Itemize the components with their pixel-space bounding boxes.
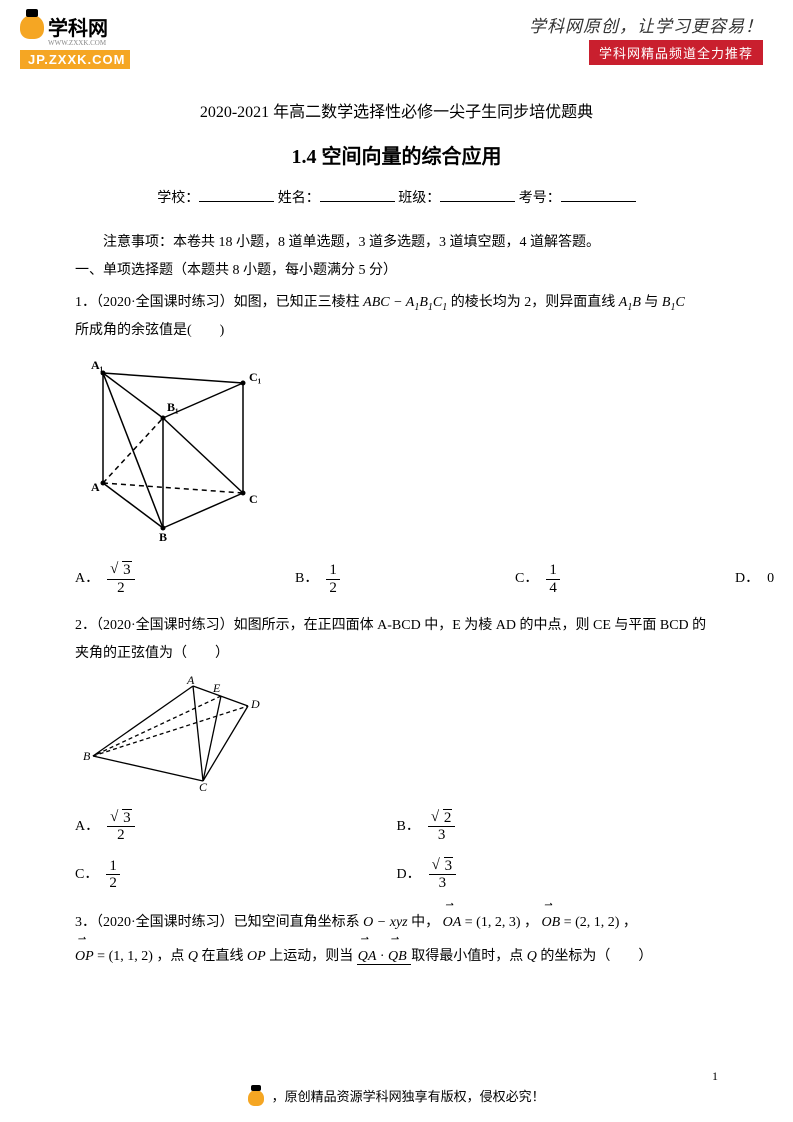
svg-text:A: A bbox=[91, 480, 100, 494]
vec-ob: OB bbox=[542, 906, 561, 940]
footer-text: ，原创精品资源学科网独享有版权，侵权必究！ bbox=[272, 1089, 545, 1104]
q2-opt-d: D． 33 bbox=[397, 858, 719, 892]
blank-examno bbox=[561, 186, 636, 202]
q1-mid2: 与 bbox=[644, 295, 662, 310]
doc-subtitle: 2020-2021 年高二数学选择性必修一尖子生同步培优题典 bbox=[75, 99, 718, 126]
question-1: 1．（2020·全国课时练习）如图，已知正三棱柱 ABC − A1B1C1 的棱… bbox=[75, 289, 718, 346]
vec-op: OP bbox=[75, 940, 94, 974]
owl-icon bbox=[20, 15, 44, 39]
svg-text:A: A bbox=[186, 676, 195, 687]
page-content: 2020-2021 年高二数学选择性必修一尖子生同步培优题典 1.4 空间向量的… bbox=[0, 69, 793, 973]
q2-figure: A B C D E bbox=[83, 676, 718, 800]
vec-qa: QA bbox=[358, 940, 377, 974]
doc-title: 1.4 空间向量的综合应用 bbox=[75, 140, 718, 174]
q2-tetra-svg: A B C D E bbox=[83, 676, 283, 791]
svg-text:C: C bbox=[249, 492, 258, 506]
notice-text: 注意事项：本卷共 18 小题，8 道单选题，3 道多选题，3 道填空题，4 道解… bbox=[75, 231, 718, 255]
q1-b1c: B1C bbox=[662, 295, 685, 310]
q1-opt-d: D． 0 bbox=[735, 567, 793, 591]
logo-block: 学科网 WWW.ZXXK.COM JP.ZXXK.COM bbox=[20, 12, 130, 69]
svg-text:D: D bbox=[250, 697, 260, 711]
page-footer: ，原创精品资源学科网独享有版权，侵权必究！ bbox=[0, 1086, 793, 1106]
vec-qb: QB bbox=[388, 940, 407, 974]
q1-opt-a: A． 32 bbox=[75, 562, 195, 596]
svg-text:B: B bbox=[159, 530, 167, 543]
label-examno: 考号： bbox=[519, 191, 561, 206]
footer-owl-icon bbox=[248, 1090, 264, 1106]
page-number: 1 bbox=[712, 1069, 718, 1084]
q1-prism-svg: A₁ C₁ B₁ A C B bbox=[83, 353, 283, 543]
blank-school bbox=[199, 186, 274, 202]
header-right: 学科网原创，让学习更容易！ 学科网精品频道全力推荐 bbox=[529, 12, 763, 65]
q1-a1b: A1B bbox=[619, 295, 641, 310]
red-tag: 学科网精品频道全力推荐 bbox=[589, 40, 763, 65]
q1-opt-c: C． 14 bbox=[515, 562, 635, 596]
page-header: 学科网 WWW.ZXXK.COM JP.ZXXK.COM 学科网原创，让学习更容… bbox=[0, 0, 793, 69]
svg-text:B: B bbox=[83, 749, 91, 763]
orange-tag: JP.ZXXK.COM bbox=[20, 50, 130, 69]
label-name: 姓名： bbox=[278, 191, 320, 206]
q2-options: A． 32 B． 23 C． 12 D． 33 bbox=[75, 810, 718, 892]
q1-opt-b: B． 12 bbox=[295, 562, 415, 596]
logo-top: 学科网 bbox=[20, 12, 130, 41]
logo-text: 学科网 bbox=[48, 12, 108, 41]
q1-figure: A₁ C₁ B₁ A C B bbox=[83, 353, 718, 552]
question-3: 3．（2020·全国课时练习）已知空间直角坐标系 O − xyz 中， OA =… bbox=[75, 906, 718, 973]
q1-options: A． 32 B． 12 C． 14 D． 0 bbox=[75, 562, 718, 596]
vec-oa: OA bbox=[443, 906, 462, 940]
q2-opt-a: A． 32 bbox=[75, 810, 397, 844]
q1-prefix: 1．（2020·全国课时练习）如图，已知正三棱柱 bbox=[75, 295, 363, 310]
q2-opt-b: B． 23 bbox=[397, 810, 719, 844]
q1-suffix: 所成角的余弦值是( ) bbox=[75, 323, 224, 338]
question-2: 2．（2020·全国课时练习）如图所示，在正四面体 A-BCD 中，E 为棱 A… bbox=[75, 612, 718, 668]
label-class: 班级： bbox=[398, 191, 440, 206]
part1-heading: 一、单项选择题（本题共 8 小题，每小题满分 5 分） bbox=[75, 259, 718, 283]
header-slogan: 学科网原创，让学习更容易！ bbox=[529, 12, 763, 37]
label-school: 学校： bbox=[157, 191, 199, 206]
logo-url: WWW.ZXXK.COM bbox=[48, 39, 130, 47]
blank-name bbox=[320, 186, 395, 202]
svg-text:E: E bbox=[212, 681, 221, 695]
student-info-line: 学校： 姓名： 班级： 考号： bbox=[75, 186, 718, 211]
svg-text:C₁: C₁ bbox=[249, 370, 262, 384]
svg-text:B₁: B₁ bbox=[167, 400, 179, 414]
q1-prism-label: ABC − A1B1C1 bbox=[363, 295, 451, 310]
svg-text:C: C bbox=[199, 780, 208, 791]
q2-opt-c: C． 12 bbox=[75, 858, 397, 892]
q1-mid1: 的棱长均为 2，则异面直线 bbox=[451, 295, 619, 310]
blank-class bbox=[440, 186, 515, 202]
svg-text:A₁: A₁ bbox=[91, 358, 104, 372]
